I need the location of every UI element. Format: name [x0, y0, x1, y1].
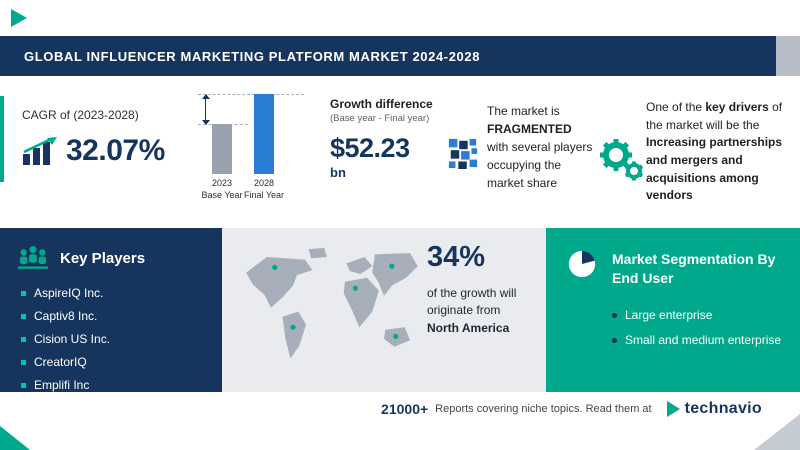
reports-count: 21000+ [381, 401, 429, 417]
fragmented-post: with several players occupying the marke… [487, 140, 593, 190]
bar-year-2028: 2028 [253, 178, 275, 188]
bar-caption-2028: Final Year [243, 189, 285, 200]
bar-growth-icon [23, 137, 57, 165]
key-players-title: Key Players [60, 249, 146, 267]
growth-subtitle: (Base year - Final year) [330, 113, 430, 124]
left-accent-bar [0, 96, 4, 182]
segmentation-item: Large enterprise [612, 308, 781, 322]
region-caption-text: of the growth will originate from [427, 286, 517, 318]
key-player-item: Cision US Inc. [21, 332, 222, 346]
header-side-tab [776, 36, 800, 76]
growth-difference-section: Growth difference (Base year - Final yea… [330, 97, 448, 180]
technavio-wordmark: technavio [684, 400, 762, 417]
key-player-item: AspireIQ Inc. [21, 286, 222, 300]
cagr-row: 32.07% [22, 134, 190, 168]
bullet-square-icon [21, 382, 26, 388]
bar-2023 [212, 124, 232, 174]
key-driver-text: One of the key drivers of the market wil… [646, 99, 796, 205]
bar-caption-2023: Base Year [201, 189, 243, 200]
people-icon [18, 246, 48, 269]
world-map [246, 247, 418, 359]
technavio-arrow-icon [11, 9, 27, 27]
bar-label-2023: 2023 Base Year [200, 178, 244, 201]
bullet-square-icon [21, 336, 26, 342]
bullet-square-icon [21, 290, 26, 296]
key-players-header: Key Players [0, 228, 222, 280]
key-players-list: AspireIQ Inc. Captiv8 Inc. Cision US Inc… [0, 286, 222, 392]
technavio-logo: technavio [666, 400, 762, 418]
key-player-name: Captiv8 Inc. [34, 309, 98, 323]
page-title: GLOBAL INFLUENCER MARKETING PLATFORM MAR… [24, 48, 481, 64]
fragmented-pre: The market is [487, 104, 560, 118]
driver-pre: One of the [646, 100, 706, 114]
bullet-square-icon [21, 359, 26, 365]
corner-teal-triangle [0, 426, 30, 450]
bullet-dot-icon [612, 312, 617, 318]
diff-arrow-down-icon [202, 120, 210, 125]
segmentation-list: Large enterprise Small and medium enterp… [612, 308, 781, 358]
segment-label: Small and medium enterprise [625, 333, 782, 347]
key-player-name: Cision US Inc. [34, 332, 111, 346]
key-player-name: CreatorIQ [34, 355, 87, 369]
region-share-value: 34% [427, 241, 486, 273]
growth-value: $52.23 [330, 133, 410, 163]
pie-chart-icon [568, 250, 596, 278]
fragmented-highlight: FRAGMENTED [487, 122, 572, 136]
segmentation-item: Small and medium enterprise [612, 333, 781, 347]
key-player-item: CreatorIQ [21, 355, 222, 369]
driver-bold1: key drivers [705, 100, 769, 114]
key-player-name: Emplifi Inc [34, 378, 90, 392]
growth-title: Growth difference [330, 97, 433, 111]
diff-arrow-line [205, 97, 206, 122]
bar-label-2028: 2028 Final Year [242, 178, 286, 201]
segmentation-panel: Market Segmentation By End User Large en… [546, 228, 800, 392]
corner-gray-triangle [754, 414, 800, 450]
key-player-item: Emplifi Inc [21, 378, 222, 392]
header-band: GLOBAL INFLUENCER MARKETING PLATFORM MAR… [0, 36, 800, 76]
growth-bar-chart: 2023 Base Year 2028 Final Year [198, 92, 328, 204]
cagr-section: CAGR of (2023-2028) 32.07% [22, 108, 190, 168]
key-players-panel: Key Players AspireIQ Inc. Captiv8 Inc. C… [0, 228, 222, 392]
technavio-triangle-icon [666, 401, 680, 417]
bar-year-2023: 2023 [211, 178, 233, 188]
bar-2028 [254, 94, 274, 174]
driver-bold2: Increasing partnerships and mergers and … [646, 135, 783, 203]
footer-text: Reports covering niche topics. Read them… [435, 403, 652, 415]
key-player-name: AspireIQ Inc. [34, 286, 104, 300]
region-caption: of the growth will originate from North … [427, 285, 535, 337]
bullet-square-icon [21, 313, 26, 319]
cagr-value: 32.07% [66, 134, 165, 167]
region-panel: 34% of the growth will originate from No… [222, 228, 546, 392]
cagr-label: CAGR of (2023-2028) [22, 108, 139, 122]
footer: 21000+ Reports covering niche topics. Re… [0, 400, 762, 418]
bullet-dot-icon [612, 337, 617, 343]
fragmented-text: The market is FRAGMENTED with several pl… [487, 102, 595, 192]
region-name: North America [427, 320, 510, 335]
segmentation-title: Market Segmentation By End User [612, 251, 776, 286]
key-player-item: Captiv8 Inc. [21, 309, 222, 323]
diff-arrow-up-icon [202, 94, 210, 99]
fragments-icon [448, 138, 478, 169]
segment-label: Large enterprise [625, 308, 713, 322]
dashed-line-final [198, 94, 304, 95]
growth-unit: bn [330, 165, 346, 180]
driver-mid: of the market will be the [646, 100, 783, 132]
gear-icon [600, 139, 643, 181]
